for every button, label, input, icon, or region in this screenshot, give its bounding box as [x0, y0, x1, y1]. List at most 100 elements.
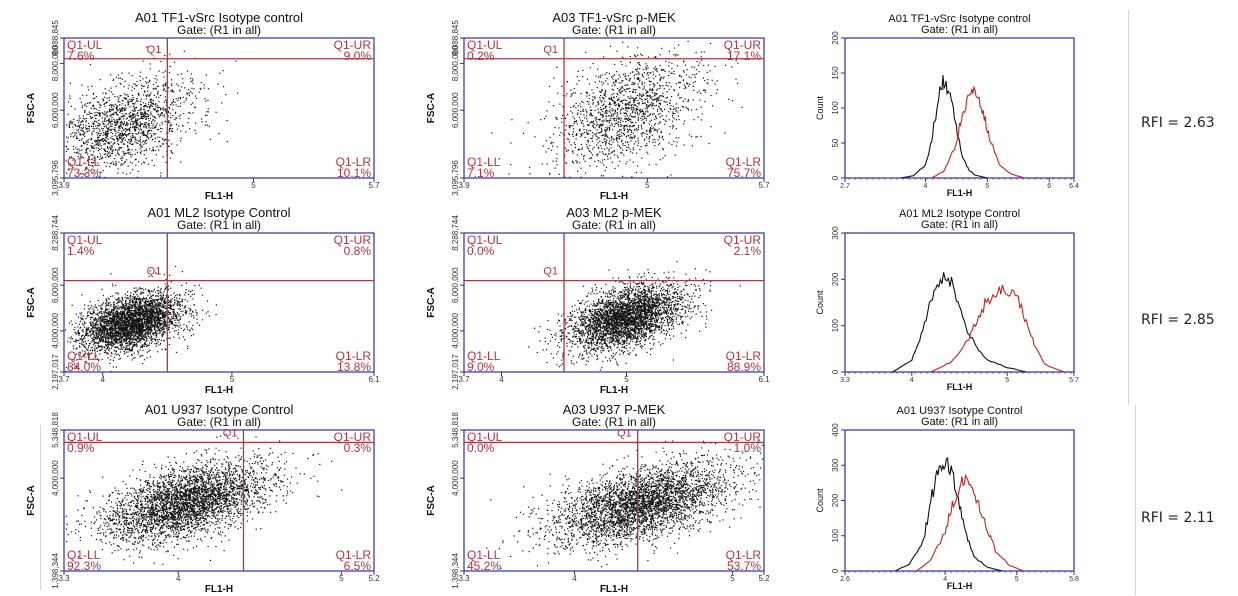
scatter-point	[84, 118, 86, 120]
scatter-point	[596, 124, 598, 127]
scatter-point	[596, 139, 598, 141]
scatter-point	[616, 115, 618, 117]
scatter-point	[142, 113, 144, 115]
scatter-point	[590, 115, 592, 117]
scatter-point	[654, 145, 656, 147]
scatter-point	[641, 98, 643, 100]
scatter-point	[135, 287, 137, 289]
scatter-point	[120, 110, 122, 112]
scatter-point	[133, 108, 135, 110]
scatter-point	[154, 330, 157, 332]
scatter-point	[88, 354, 91, 356]
scatter-point	[585, 109, 587, 111]
scatter-point	[166, 143, 168, 145]
scatter-point	[217, 83, 219, 85]
scatter-point	[634, 135, 636, 137]
scatter-point	[110, 342, 112, 344]
scatter-point	[129, 339, 131, 341]
scatter-point	[143, 116, 146, 118]
scatter-point	[627, 108, 629, 110]
scatter-point	[190, 91, 192, 93]
scatter-point	[82, 124, 84, 126]
scatter-point	[118, 125, 120, 127]
scatter-point	[116, 317, 118, 319]
scatter-point	[98, 119, 100, 121]
scatter-point	[596, 87, 598, 89]
scatter-point	[110, 314, 112, 316]
scatter-point	[498, 158, 500, 160]
scatter-point	[140, 123, 142, 125]
scatter-point	[164, 348, 166, 350]
scatter-point	[637, 116, 639, 119]
scatter-point	[661, 137, 663, 139]
scatter-point	[632, 91, 634, 93]
scatter-point	[704, 89, 706, 91]
scatter-point	[659, 107, 661, 109]
scatter-point	[603, 92, 605, 94]
scatter-point	[156, 295, 158, 297]
scatter-point	[75, 322, 77, 324]
scatter-point	[619, 104, 621, 106]
scatter-point	[71, 123, 73, 125]
scatter-point	[626, 115, 628, 117]
scatter-point	[126, 123, 128, 126]
scatter-point	[119, 327, 121, 329]
scatter-point	[79, 117, 81, 119]
scatter-point	[130, 335, 132, 337]
scatter-point	[136, 106, 138, 109]
scatter-point	[151, 295, 153, 297]
scatter-point	[122, 323, 124, 325]
scatter-point	[600, 175, 603, 177]
scatter-point	[144, 112, 146, 114]
scatter-point	[549, 173, 551, 175]
scatter-point	[90, 325, 92, 327]
scatter-point	[114, 332, 116, 334]
scatter-point	[129, 347, 131, 349]
scatter-point	[643, 116, 646, 118]
scatter-point	[130, 354, 133, 356]
scatter-point	[608, 129, 610, 131]
scatter-point	[99, 115, 101, 117]
scatter-point	[590, 157, 592, 159]
scatter-point	[601, 159, 603, 161]
scatter-point	[149, 314, 151, 316]
scatter-point	[673, 90, 676, 92]
scatter-point	[620, 125, 622, 127]
scatter-point	[183, 101, 185, 103]
scatter-point	[605, 127, 607, 129]
scatter-point	[132, 114, 134, 116]
scatter-point	[662, 69, 664, 71]
scatter-point	[81, 156, 83, 158]
scatter-point	[142, 355, 144, 357]
scatter-point	[68, 124, 70, 126]
scatter-point	[124, 349, 127, 351]
scatter-point	[115, 338, 117, 340]
scatter-point	[122, 336, 124, 338]
scatter-point	[656, 131, 658, 133]
scatter-point	[70, 135, 72, 137]
scatter-point	[165, 99, 167, 101]
scatter-point	[207, 99, 209, 101]
scatter-point	[545, 151, 547, 153]
scatter-point	[592, 102, 594, 104]
scatter-point	[149, 148, 151, 150]
scatter-point	[203, 84, 205, 86]
scatter-point	[188, 92, 190, 94]
scatter-point	[144, 329, 146, 331]
scatter-point	[555, 160, 557, 162]
scatter-point	[153, 300, 155, 302]
scatter-point	[96, 111, 98, 113]
scatter-point	[630, 120, 632, 122]
scatter-point	[142, 85, 144, 87]
scatter-point	[122, 123, 124, 125]
scatter-point	[116, 315, 118, 318]
scatter-point	[127, 123, 129, 125]
scatter-point	[602, 108, 604, 110]
scatter-point	[175, 295, 177, 297]
scatter-point	[632, 137, 634, 139]
scatter-point	[665, 82, 667, 84]
scatter-point	[92, 313, 94, 315]
scatter-point	[628, 102, 630, 104]
scatter-point	[165, 90, 167, 92]
scatter-point	[134, 308, 136, 310]
